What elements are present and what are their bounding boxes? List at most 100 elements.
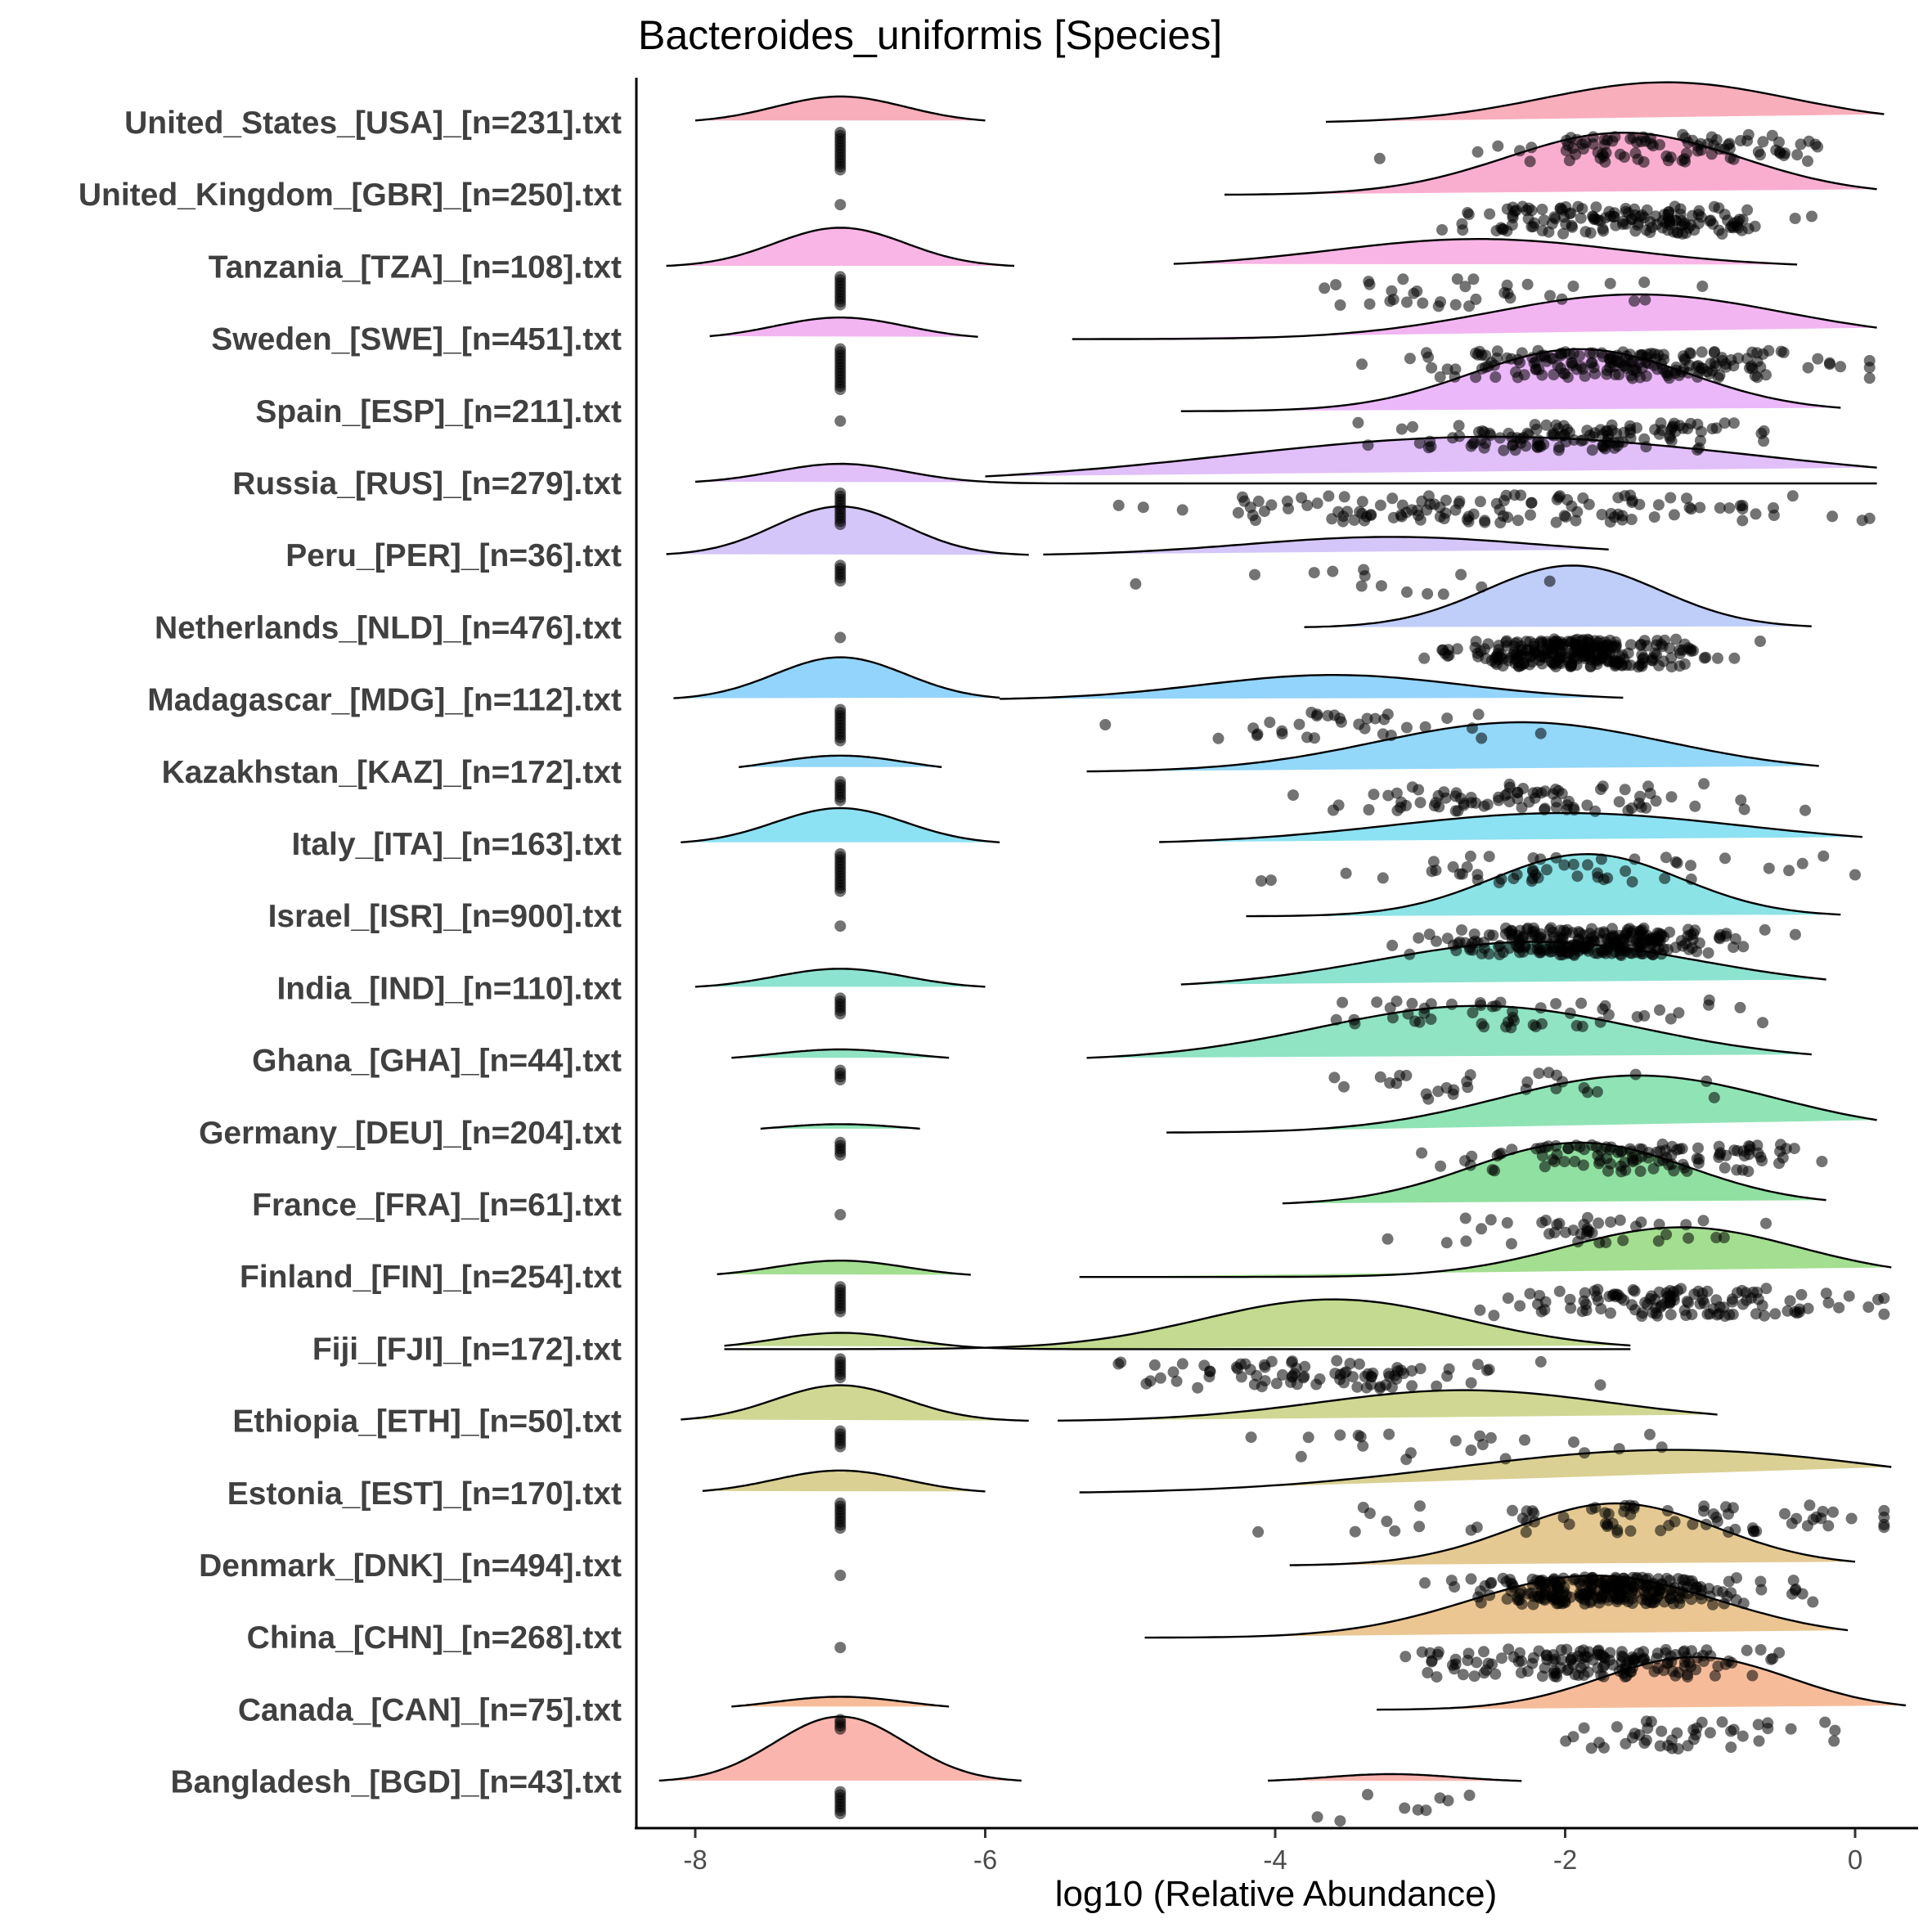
group-1-point — [1806, 210, 1817, 222]
group-6-density-fill — [1043, 537, 1609, 555]
group-4-point — [1624, 420, 1636, 432]
group-17-point — [1594, 1379, 1606, 1391]
group-16-point — [1727, 1293, 1738, 1305]
group-4-point — [1531, 436, 1543, 448]
group-9-point — [1414, 797, 1427, 809]
group-3-point — [1470, 347, 1481, 359]
group-2-point — [1467, 273, 1480, 285]
group-20-point — [1585, 1584, 1597, 1597]
group-17-point — [1154, 1372, 1166, 1384]
group-5-point — [1612, 492, 1624, 504]
group-3-point — [1719, 358, 1732, 370]
group-5-point — [1348, 514, 1360, 526]
group-22-point — [1638, 1737, 1651, 1749]
group-16-point — [1580, 1305, 1593, 1316]
group-3-point — [1696, 346, 1708, 358]
group-20-density-line — [1289, 1502, 1856, 1566]
group-10-point — [1483, 851, 1495, 863]
group-13-point — [1543, 1067, 1555, 1079]
group-15-point — [1382, 1233, 1394, 1245]
group-22-zero-point — [834, 1723, 847, 1735]
group-3-point — [1760, 369, 1772, 381]
group-3-zero-density-line — [709, 317, 978, 338]
group-5-point — [1281, 495, 1293, 507]
group-21-point — [1462, 1647, 1475, 1660]
group-17-point — [1286, 1371, 1298, 1383]
group-22-point — [1672, 1743, 1684, 1755]
group-18-point — [1519, 1434, 1530, 1446]
group-6-point — [1358, 564, 1370, 576]
group-17-point — [1465, 1377, 1477, 1389]
group-8-point — [1322, 710, 1334, 721]
group-3-point — [1744, 362, 1755, 374]
group-11-point — [1519, 941, 1531, 953]
group-16-point — [1565, 1302, 1577, 1314]
group-0-point — [1682, 137, 1694, 149]
group-16-point — [1781, 1305, 1794, 1317]
group-21-point — [1597, 1670, 1610, 1683]
group-5-zero-density-line — [694, 462, 1877, 485]
group-14-point — [1634, 1165, 1647, 1177]
group-5-point — [1137, 501, 1149, 514]
group-9-point — [1689, 800, 1701, 812]
group-3-point — [1863, 362, 1876, 374]
group-3-point — [1601, 368, 1613, 380]
group-8-point — [1466, 722, 1478, 735]
group-22-point — [1753, 1735, 1765, 1747]
group-15-point — [1653, 1218, 1665, 1230]
group-3-point — [1561, 371, 1574, 384]
group-10-point — [1464, 850, 1476, 862]
group-13-point — [1464, 1069, 1476, 1081]
group-19-point — [1779, 1507, 1790, 1520]
group-7-point — [1592, 655, 1604, 667]
group-11-point — [1662, 943, 1674, 955]
group-15-point — [1614, 1214, 1626, 1226]
group-20-point — [1674, 1597, 1686, 1610]
group-1-point — [1736, 224, 1748, 236]
y-label-0: United_States_[USA]_[n=231].txt — [124, 106, 622, 141]
group-16-point — [1793, 1306, 1805, 1319]
group-9-point — [1665, 791, 1678, 803]
group-9-density-fill — [1086, 722, 1819, 772]
group-7-point — [1536, 658, 1548, 670]
group-16-point — [1488, 1310, 1500, 1322]
group-6-zero-density-fill — [666, 506, 1029, 555]
group-11-point — [1626, 947, 1638, 959]
group-10-zero-point — [834, 885, 847, 897]
group-3-point — [1732, 353, 1745, 364]
group-23-point — [1463, 1789, 1476, 1801]
group-9-point — [1512, 786, 1524, 798]
group-21-point — [1592, 1662, 1604, 1674]
group-19-point — [1723, 1526, 1735, 1538]
group-3-density-line — [1072, 293, 1877, 340]
y-label-21: China_[CHN]_[n=268].txt — [247, 1620, 622, 1656]
y-label-4: Spain_[ESP]_[n=211].txt — [255, 394, 622, 429]
group-5-point — [1232, 506, 1244, 519]
group-9-point — [1499, 789, 1512, 802]
group-6-point — [1249, 568, 1260, 581]
group-7-point — [1595, 641, 1607, 654]
group-20-point — [1610, 1573, 1622, 1585]
group-19-point — [1619, 1499, 1631, 1512]
group-12-point — [1386, 1012, 1399, 1024]
group-11-point — [1452, 937, 1464, 950]
group-4-point — [1586, 444, 1598, 456]
group-21-point — [1587, 1654, 1599, 1666]
group-7-point — [1500, 636, 1512, 649]
group-17-point — [1414, 1363, 1427, 1375]
group-17-point — [1353, 1358, 1365, 1370]
group-19-point — [1611, 1526, 1624, 1539]
group-14-point — [1816, 1156, 1828, 1167]
group-14-point — [1677, 1158, 1689, 1170]
group-17-point — [1286, 1355, 1298, 1368]
group-10-point — [1571, 870, 1584, 883]
group-7-point — [1755, 636, 1766, 647]
group-5-point — [1265, 499, 1278, 511]
group-0-point — [1647, 140, 1659, 152]
group-17-point — [1367, 1367, 1379, 1379]
group-10-density-line — [1159, 811, 1862, 843]
group-6-point — [1375, 580, 1387, 592]
group-10-point — [1597, 874, 1610, 886]
group-5-point — [1406, 504, 1418, 516]
group-20-point — [1640, 1597, 1652, 1610]
